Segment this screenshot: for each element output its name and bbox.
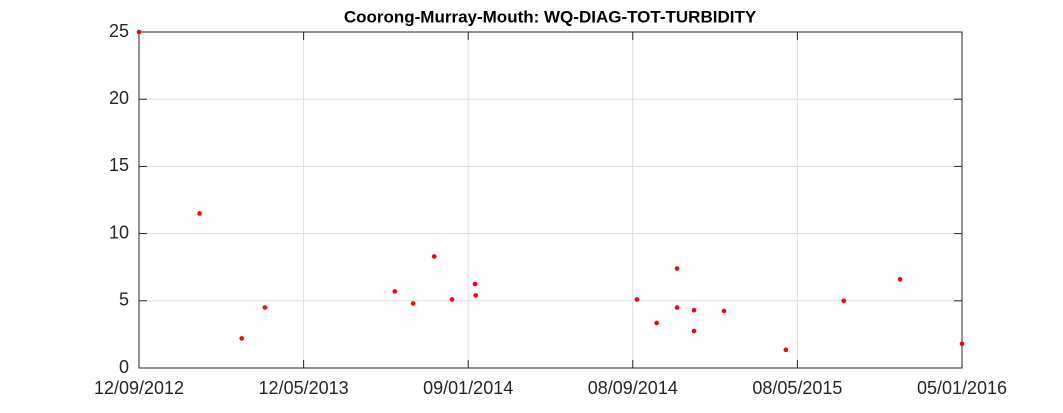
data-point [392,289,398,294]
data-point [783,347,789,353]
data-point [136,29,142,35]
data-point [721,308,727,314]
y-tick-label: 10 [109,222,129,242]
data-point [431,254,437,259]
data-point [473,293,478,298]
data-point [634,297,640,302]
data-point [472,281,478,287]
data-point [841,298,846,304]
x-tick-label: 08/05/2015 [752,378,842,398]
x-tick-label: 12/05/2013 [259,378,349,398]
y-tick-label: 5 [119,290,129,310]
x-tick-label: 08/09/2014 [588,378,678,398]
x-tick-label: 09/01/2014 [423,378,513,398]
chart-title: Coorong-Murray-Mouth: WQ-DIAG-TOT-TURBID… [344,7,757,26]
data-point [262,305,268,310]
y-tick-label: 15 [109,155,129,175]
data-point [654,320,659,326]
data-point [897,276,903,282]
data-point [959,341,965,347]
data-point [691,328,697,334]
y-tick-label: 20 [109,88,129,108]
plot-frame [138,31,963,369]
data-point [410,301,416,306]
y-tick-label: 0 [119,357,129,377]
data-point [197,211,202,216]
data-point [674,266,680,271]
data-point [449,297,455,302]
y-tick-label: 25 [109,21,129,41]
x-tick-label: 05/01/2016 [917,378,1007,398]
data-point [239,336,245,341]
data-point [674,305,680,310]
x-tick-label: 12/09/2012 [94,378,184,398]
data-point [691,307,697,313]
